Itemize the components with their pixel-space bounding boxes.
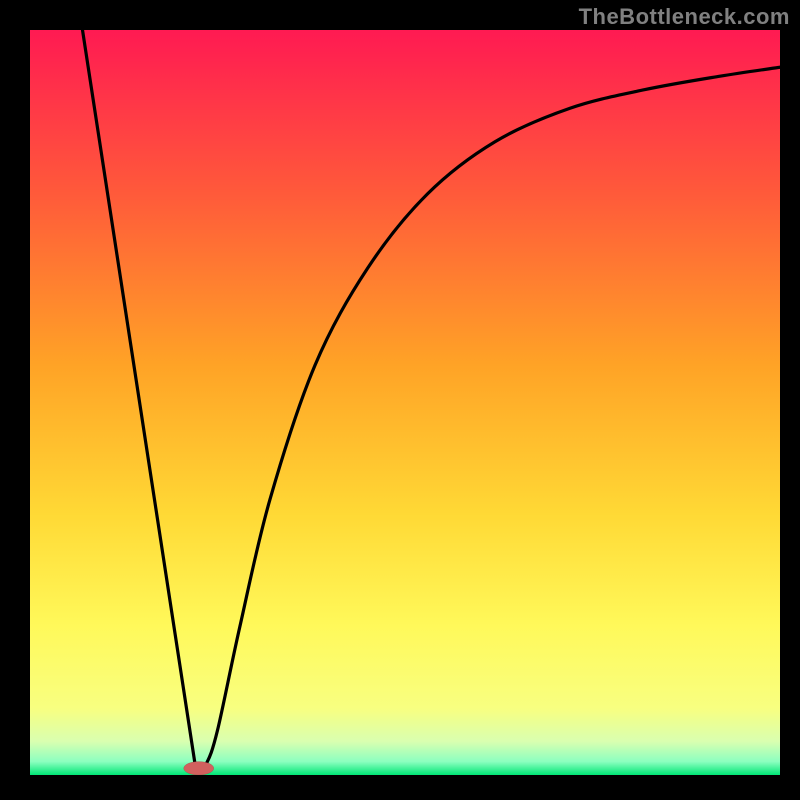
gradient-background — [30, 30, 780, 775]
chart-canvas: TheBottleneck.com — [0, 0, 800, 800]
plot-area — [30, 30, 780, 775]
chart-svg — [30, 30, 780, 775]
minimum-marker — [184, 762, 214, 775]
watermark-text: TheBottleneck.com — [579, 4, 790, 30]
